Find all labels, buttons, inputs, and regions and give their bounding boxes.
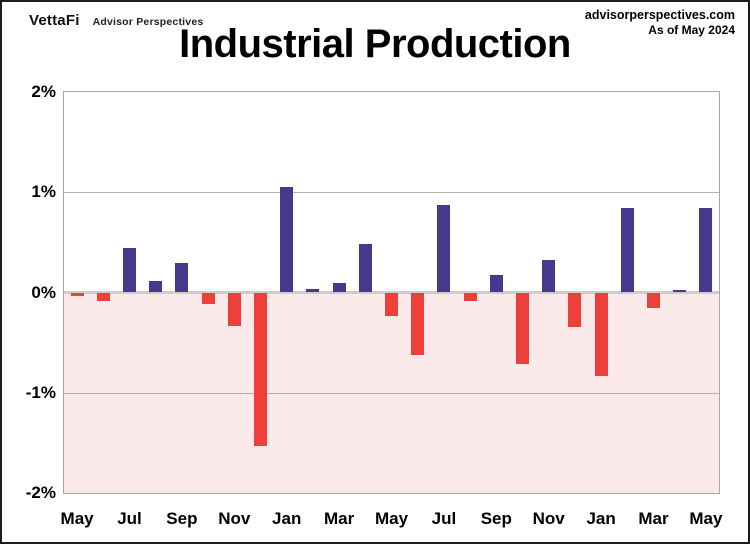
y-tick-label: 2% xyxy=(31,82,56,101)
brand-header: VettaFi Advisor Perspectives xyxy=(29,12,203,29)
x-tick-label: Mar xyxy=(323,509,355,528)
x-tick-label: Jan xyxy=(272,509,302,528)
bar-aug-2022 xyxy=(149,281,163,293)
bar-dec-2023 xyxy=(568,292,582,327)
advisor-perspectives-label: Advisor Perspectives xyxy=(92,16,204,28)
bar-mar-2023 xyxy=(332,283,346,293)
bar-jan-2023 xyxy=(280,187,294,293)
bar-aug-2023 xyxy=(463,292,477,301)
bar-jun-2022 xyxy=(96,292,110,301)
bar-feb-2023 xyxy=(306,289,320,293)
x-tick-label: Jul xyxy=(117,509,142,528)
x-tick-label: May xyxy=(689,509,723,528)
bar-may-2022 xyxy=(70,292,84,296)
bar-oct-2023 xyxy=(516,292,529,364)
source-attribution: advisorperspectives.com As of May 2024 xyxy=(585,8,735,38)
gridline xyxy=(64,392,719,394)
chart-title: Industrial Production xyxy=(179,22,571,66)
x-tick-label: Jul xyxy=(431,509,457,528)
x-tick-label: Sep xyxy=(166,509,198,528)
x-tick-label: Sep xyxy=(480,509,512,528)
bar-sep-2023 xyxy=(489,275,503,293)
bar-oct-2022 xyxy=(201,292,215,304)
bar-feb-2024 xyxy=(620,208,634,293)
y-tick-label: 1% xyxy=(31,182,56,202)
bar-may-2023 xyxy=(385,292,398,316)
y-tick-label: -1% xyxy=(25,382,56,402)
bar-sep-2022 xyxy=(175,263,189,293)
plot-area xyxy=(64,92,719,493)
x-tick-label: Nov xyxy=(532,509,565,528)
bar-nov-2023 xyxy=(542,260,556,293)
y-tick-label: 0% xyxy=(31,282,56,302)
bar-may-2024 xyxy=(699,208,713,293)
bar-apr-2023 xyxy=(358,244,372,293)
source-url: advisorperspectives.com xyxy=(584,8,735,22)
bar-dec-2022 xyxy=(254,292,267,446)
bar-jul-2022 xyxy=(123,248,136,293)
x-tick-label: May xyxy=(374,509,409,528)
vettafi-logo: VettaFi xyxy=(29,12,80,29)
x-tick-label: Mar xyxy=(638,509,669,528)
gridline xyxy=(64,192,719,194)
y-tick-label: -2% xyxy=(25,483,56,502)
bar-jun-2023 xyxy=(411,292,425,355)
as-of-date: As of May 2024 xyxy=(648,23,735,37)
bar-mar-2024 xyxy=(647,292,660,308)
bar-apr-2024 xyxy=(673,290,687,293)
bar-nov-2022 xyxy=(227,292,241,326)
bar-jul-2023 xyxy=(437,205,451,293)
x-tick-label: Nov xyxy=(218,509,251,528)
x-tick-label: May xyxy=(60,509,94,528)
x-tick-label: Jan xyxy=(586,509,616,528)
bar-jan-2024 xyxy=(594,292,608,376)
